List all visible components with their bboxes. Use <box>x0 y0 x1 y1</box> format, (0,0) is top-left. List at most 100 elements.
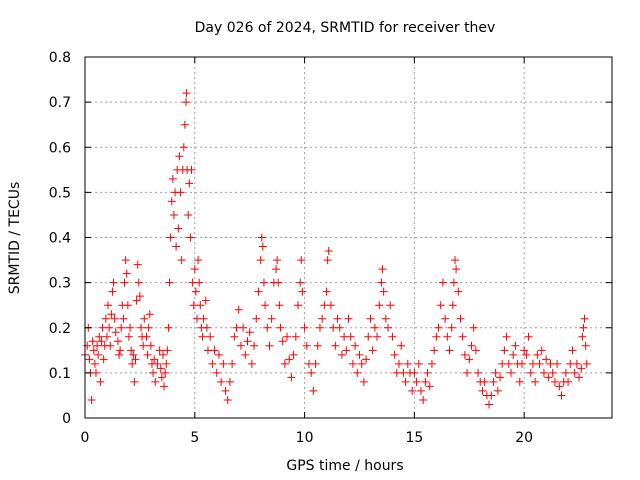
data-point <box>167 197 176 206</box>
data-point <box>375 301 384 310</box>
data-point <box>296 278 305 287</box>
data-point <box>318 314 327 323</box>
data-point <box>158 350 167 359</box>
data-point <box>425 382 434 391</box>
data-point <box>544 373 553 382</box>
data-point <box>119 314 128 323</box>
data-point <box>93 341 102 350</box>
data-point <box>180 120 189 129</box>
data-point <box>161 368 170 377</box>
data-point <box>105 323 114 332</box>
data-point <box>309 386 318 395</box>
data-point <box>263 323 272 332</box>
y-tick-label: 0.1 <box>49 366 71 382</box>
data-point <box>149 368 158 377</box>
data-point <box>432 332 441 341</box>
data-point <box>300 323 309 332</box>
data-point <box>465 355 474 364</box>
data-point <box>113 337 122 346</box>
data-point <box>256 256 265 265</box>
y-tick-label: 0.2 <box>49 321 71 337</box>
data-point <box>195 278 204 287</box>
data-point <box>517 359 526 368</box>
data-point <box>436 301 445 310</box>
data-point <box>506 368 515 377</box>
data-point <box>293 301 302 310</box>
data-point <box>208 359 217 368</box>
data-point <box>353 368 362 377</box>
data-point <box>463 368 472 377</box>
data-point <box>236 341 245 350</box>
data-point <box>109 278 118 287</box>
data-point <box>469 323 478 332</box>
data-point <box>91 368 100 377</box>
y-tick-label: 0.5 <box>49 185 71 201</box>
data-point <box>575 373 584 382</box>
data-point <box>278 337 287 346</box>
data-point <box>364 332 373 341</box>
data-point <box>187 165 196 174</box>
data-point <box>185 179 194 188</box>
data-point <box>134 278 143 287</box>
data-point <box>157 373 166 382</box>
data-point <box>526 368 535 377</box>
data-point <box>351 341 360 350</box>
data-point <box>196 301 205 310</box>
data-point <box>136 323 145 332</box>
data-point <box>280 359 289 368</box>
data-point <box>581 341 590 350</box>
data-point <box>201 296 210 305</box>
data-point <box>359 377 368 386</box>
data-point <box>194 256 203 265</box>
data-point <box>143 350 152 359</box>
data-point <box>449 278 458 287</box>
x-tick-label: 20 <box>515 430 533 446</box>
data-point <box>89 346 98 355</box>
data-point <box>155 346 164 355</box>
data-points <box>81 89 591 409</box>
data-point <box>150 355 159 364</box>
data-point <box>555 382 564 391</box>
y-tick-label: 0.3 <box>49 276 71 292</box>
data-point <box>267 314 276 323</box>
data-point <box>550 377 559 386</box>
data-point <box>493 386 502 395</box>
data-point <box>274 278 283 287</box>
data-point <box>254 287 263 296</box>
data-point <box>511 341 520 350</box>
data-point <box>381 314 390 323</box>
data-point <box>291 332 300 341</box>
data-point <box>115 350 124 359</box>
data-point <box>502 332 511 341</box>
data-point <box>127 346 136 355</box>
data-point <box>87 395 96 404</box>
data-point <box>99 355 108 364</box>
data-point <box>247 359 256 368</box>
data-point <box>533 350 542 359</box>
data-point <box>539 368 548 377</box>
data-point <box>163 346 172 355</box>
data-point <box>117 323 126 332</box>
data-point <box>397 341 406 350</box>
data-point <box>219 359 228 368</box>
data-point <box>168 174 177 183</box>
data-point <box>273 256 282 265</box>
data-point <box>423 368 432 377</box>
data-point <box>97 337 106 346</box>
data-point <box>582 359 591 368</box>
data-point <box>130 377 139 386</box>
data-point <box>509 350 518 359</box>
data-point <box>287 373 296 382</box>
data-point <box>450 256 459 265</box>
data-point <box>144 323 153 332</box>
data-point <box>276 323 285 332</box>
data-point <box>285 355 294 364</box>
data-point <box>577 364 586 373</box>
data-point <box>142 332 151 341</box>
data-point <box>535 359 544 368</box>
data-point <box>298 287 307 296</box>
data-point <box>578 332 587 341</box>
data-point <box>379 287 388 296</box>
data-point <box>386 301 395 310</box>
